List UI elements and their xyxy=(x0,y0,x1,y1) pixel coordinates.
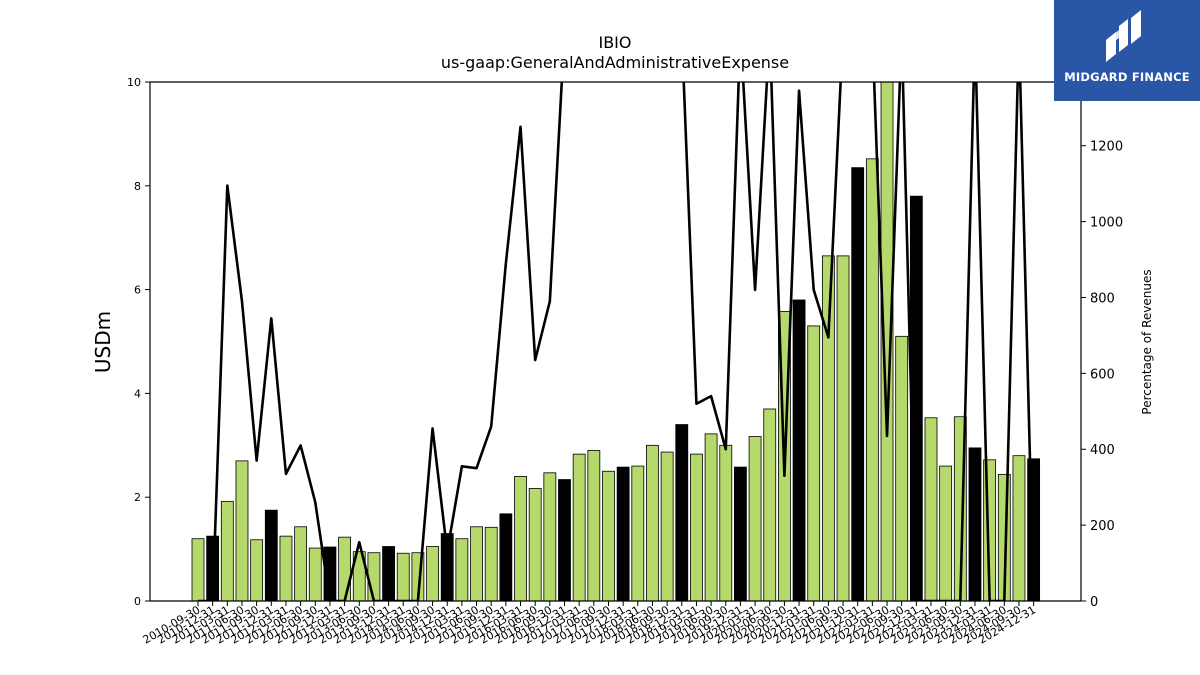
bar xyxy=(631,465,645,601)
bar xyxy=(1012,455,1026,601)
bar xyxy=(821,255,835,601)
bar xyxy=(616,466,630,601)
bar xyxy=(499,513,513,601)
bar xyxy=(660,451,674,601)
chart-subtitle: us-gaap:GeneralAndAdministrativeExpense xyxy=(441,53,789,72)
y-tick-label-left: 4 xyxy=(134,387,141,400)
bar xyxy=(836,255,850,601)
y-axis-label-right: Percentage of Revenues xyxy=(1140,269,1154,414)
y-tick-label-left: 6 xyxy=(134,284,141,297)
bar xyxy=(352,551,366,601)
y-tick-label-right: 1200 xyxy=(1090,140,1123,155)
bar xyxy=(514,476,527,601)
bar xyxy=(338,536,352,601)
line-series xyxy=(198,82,1035,601)
bar xyxy=(646,444,659,601)
bar xyxy=(455,538,469,601)
bar xyxy=(294,526,308,601)
midgard-finance-logo: MIDGARD FINANCE xyxy=(1054,0,1200,101)
bar xyxy=(396,552,410,601)
y-tick-label-right: 1000 xyxy=(1090,216,1123,231)
y-tick-label-right: 600 xyxy=(1090,367,1115,382)
bar xyxy=(968,447,982,601)
bar xyxy=(880,82,894,601)
bar xyxy=(250,539,264,601)
bar xyxy=(587,450,601,601)
bar xyxy=(807,325,821,601)
chart-title: IBIO xyxy=(598,33,631,52)
bar xyxy=(470,526,483,601)
left-axis-ticks: 0 2 4 6 8 10 xyxy=(127,76,150,608)
y-tick-label-left: 0 xyxy=(134,595,141,608)
series-line xyxy=(198,82,1035,601)
bar xyxy=(734,466,747,601)
bar xyxy=(235,460,249,601)
bar xyxy=(264,509,278,601)
bar xyxy=(851,167,865,601)
y-tick-label-right: 200 xyxy=(1090,519,1115,534)
bar xyxy=(543,472,557,601)
right-axis-ticks: 0 200 400 600 800 1000 1200 xyxy=(1081,140,1123,610)
bar xyxy=(602,470,615,601)
bar xyxy=(719,444,733,601)
y-tick-label-right: 800 xyxy=(1090,291,1115,306)
bar xyxy=(528,487,542,601)
y-axis-label-left: USDm xyxy=(91,311,115,373)
bar xyxy=(484,526,498,601)
logo-mark-icon xyxy=(1106,10,1141,62)
bar xyxy=(572,453,586,601)
logo-text: MIDGARD FINANCE xyxy=(1064,70,1190,84)
bar xyxy=(792,299,806,601)
bar xyxy=(279,535,293,601)
x-axis-ticks: 2010-09-302010-12-312011-03-312011-06-30… xyxy=(141,601,1038,647)
bar xyxy=(426,546,439,601)
bar xyxy=(939,465,953,601)
bar xyxy=(220,500,234,601)
bar xyxy=(748,436,762,601)
bar xyxy=(440,533,454,601)
y-tick-label-left: 10 xyxy=(127,76,141,89)
bar-series xyxy=(191,82,1041,601)
y-tick-label-left: 8 xyxy=(134,180,141,193)
bar xyxy=(191,538,205,601)
bar xyxy=(924,417,938,601)
axes xyxy=(149,81,1082,602)
bar xyxy=(865,158,879,601)
bar xyxy=(763,408,777,601)
y-tick-label-left: 2 xyxy=(134,491,141,504)
bar xyxy=(690,453,703,601)
y-tick-label-right: 400 xyxy=(1090,443,1115,458)
bar xyxy=(675,424,689,601)
bar xyxy=(308,547,322,601)
bar xyxy=(895,335,909,601)
bar xyxy=(382,546,395,601)
bar xyxy=(558,479,571,601)
y-tick-label-right: 0 xyxy=(1090,595,1098,610)
bar xyxy=(704,433,718,601)
bar xyxy=(367,552,381,601)
